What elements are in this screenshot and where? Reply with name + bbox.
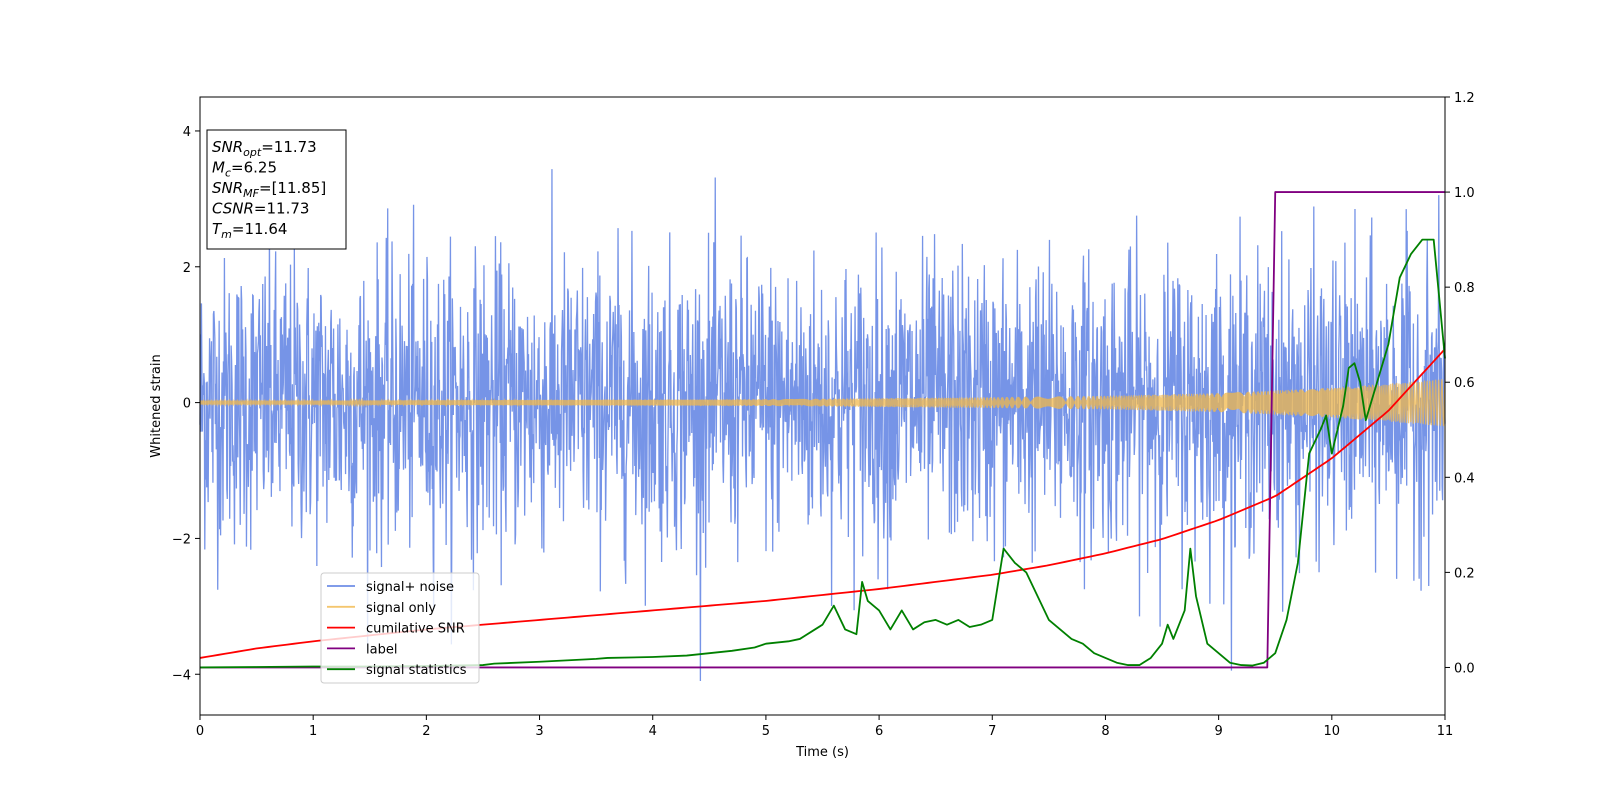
x-tick-label: 11 bbox=[1437, 724, 1454, 739]
legend-entry: cumilative SNR bbox=[366, 622, 465, 637]
y2-tick-label: 0.2 bbox=[1454, 566, 1475, 581]
legend-frame bbox=[320, 572, 480, 684]
annotation-line: SNRMF=[11.85] bbox=[212, 179, 326, 200]
y2-tick-label: 0.8 bbox=[1454, 281, 1475, 296]
x-tick-label: 8 bbox=[1101, 724, 1109, 739]
x-tick-label: 9 bbox=[1214, 724, 1222, 739]
y-tick-label: −4 bbox=[172, 668, 191, 683]
y-tick-label: −2 bbox=[172, 532, 191, 547]
legend: signal+ noise signal only cumilative SNR la… bbox=[320, 572, 480, 684]
signal-only-line bbox=[199, 379, 1446, 427]
axes: 0 1 2 3 4 5 6 7 8 9 10 11 −4 −2 0 2 4 0.0 0.2 0.4 0.6 0.8 1.0 1… bbox=[172, 91, 1475, 739]
y2-tick-label: 1.2 bbox=[1454, 91, 1475, 106]
x-tick-label: 4 bbox=[649, 724, 657, 739]
y-tick-label: 0 bbox=[183, 397, 191, 412]
legend-entry: label bbox=[366, 642, 397, 657]
y-tick-label: 2 bbox=[183, 261, 191, 276]
y2-tick-label: 1.0 bbox=[1454, 186, 1475, 201]
y-tick-label: 4 bbox=[183, 125, 191, 140]
y2-tick-label: 0.4 bbox=[1454, 471, 1475, 486]
signal-noise-line bbox=[199, 169, 1446, 682]
annotation-line: SNRopt=11.73 bbox=[212, 138, 317, 159]
x-tick-label: 0 bbox=[196, 724, 204, 739]
label-line bbox=[200, 191, 1445, 669]
x-tick-label: 7 bbox=[988, 724, 996, 739]
y2-tick-label: 0.6 bbox=[1454, 376, 1475, 391]
annotation-frame bbox=[206, 129, 347, 250]
legend-entry: signal statistics bbox=[366, 663, 467, 678]
annotation-line: Mc=6.25 bbox=[212, 159, 277, 180]
x-tick-label: 5 bbox=[762, 724, 770, 739]
legend-entry: signal+ noise bbox=[366, 580, 454, 595]
x-tick-label: 1 bbox=[309, 724, 317, 739]
y2-tick-label: 0.0 bbox=[1454, 661, 1475, 676]
annotation-line: CSNR=11.73 bbox=[212, 200, 309, 218]
plot-frame bbox=[199, 96, 1446, 716]
annotation-line: Tm=11.64 bbox=[212, 220, 287, 241]
x-tick-label: 2 bbox=[422, 724, 430, 739]
y-axis-label: Whitened strain bbox=[149, 354, 164, 457]
annotation-box: SNRopt=11.73Mc=6.25SNRMF=[11.85]CSNR=11.… bbox=[206, 129, 347, 250]
signal-statistics-line bbox=[199, 238, 1446, 669]
legend-entry: signal only bbox=[366, 601, 436, 616]
x-tick-label: 10 bbox=[1324, 724, 1341, 739]
x-tick-label: 3 bbox=[535, 724, 543, 739]
x-tick-label: 6 bbox=[875, 724, 883, 739]
x-axis-label: Time (s) bbox=[795, 745, 849, 760]
